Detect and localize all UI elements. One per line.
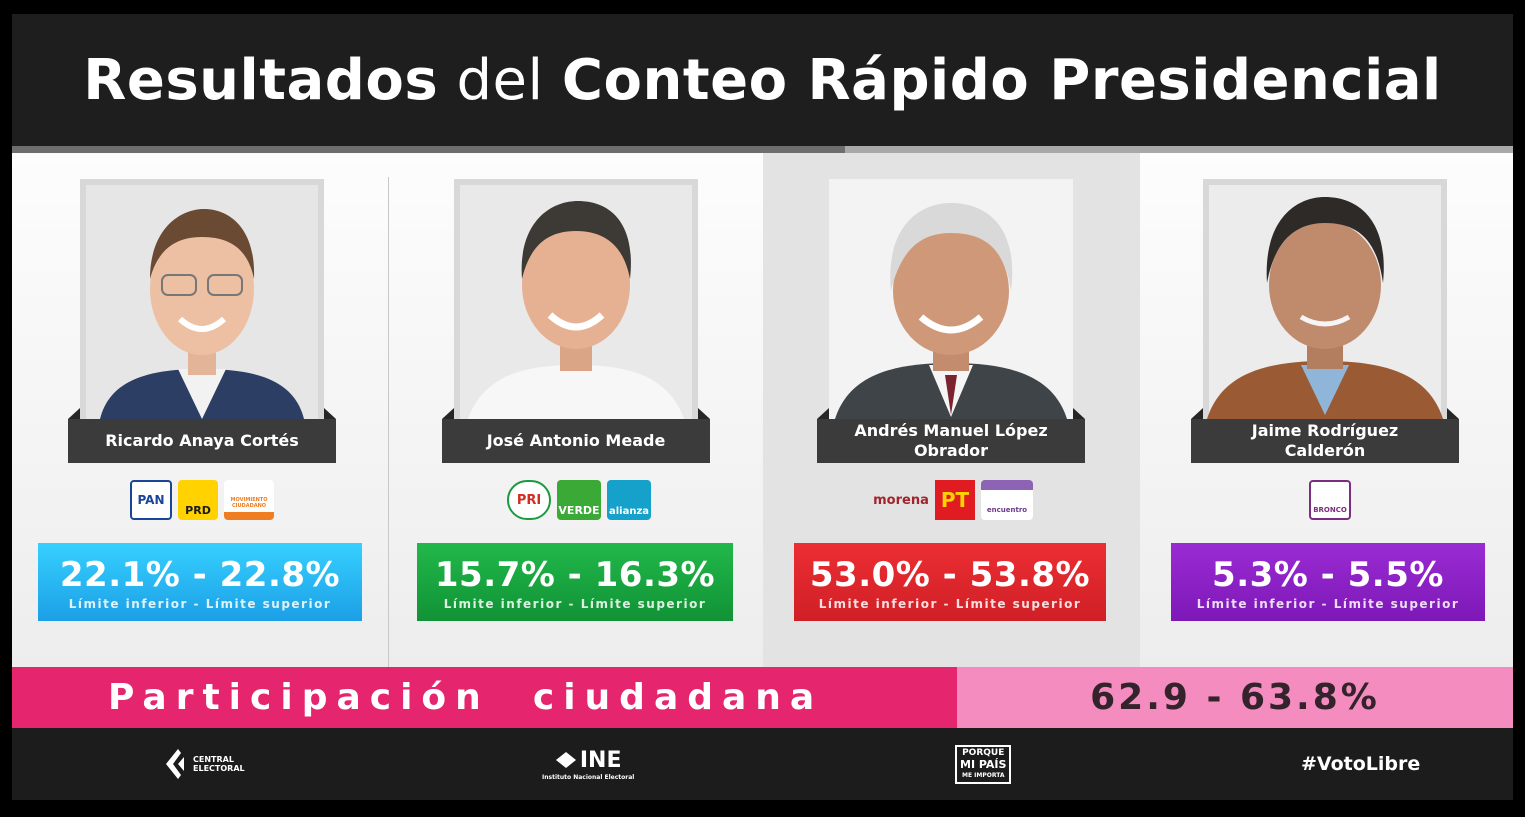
footer-bar: CENTRAL ELECTORAL INE Instituto Nacional…: [12, 728, 1513, 800]
party-logos: PRI VERDE alianza: [489, 479, 669, 521]
central-electoral-icon: [166, 749, 184, 779]
participation-value: 62.9 - 63.8%: [957, 667, 1513, 728]
candidate-card-meade: José Antonio Meade PRI VERDE alianza 15.…: [389, 153, 763, 667]
ine-subtext: Instituto Nacional Electoral: [542, 773, 635, 781]
party-logos: PAN PRD MOVIMIENTO CIUDADANO: [112, 479, 292, 521]
candidate-photo-meade: [454, 179, 698, 419]
ine-text: INE: [579, 747, 622, 773]
ine-logo: INE Instituto Nacional Electoral: [542, 728, 634, 800]
range-sublabel: Límite inferior - Límite superior: [1196, 597, 1460, 611]
candidate-name: Ricardo Anaya Cortés: [105, 431, 299, 450]
range-sublabel: Límite inferior - Límite superior: [818, 597, 1082, 611]
progress-fill: [12, 146, 846, 153]
candidate-name-box: Andrés Manuel López Obrador: [817, 408, 1085, 463]
candidate-photo-rodriguez: [1203, 179, 1447, 419]
title-part-results: Resultados: [83, 47, 439, 113]
header-bar: Resultados del Conteo Rápido Presidencia…: [12, 14, 1513, 146]
candidate-card-rodriguez: Jaime Rodríguez Calderón BRONCO 5.3% - 5…: [1140, 153, 1513, 667]
candidate-name: Jaime Rodríguez Calderón: [1251, 421, 1399, 460]
range-badge: 5.3% - 5.5% Límite inferior - Límite sup…: [1171, 543, 1485, 621]
morena-logo-icon: morena: [873, 492, 929, 508]
candidate-name-box: Ricardo Anaya Cortés: [68, 408, 336, 463]
candidate-card-amlo: Andrés Manuel López Obrador morena PT en…: [763, 153, 1140, 667]
porque-line2: MI PAÍS: [960, 757, 1007, 771]
candidate-name: Andrés Manuel López Obrador: [854, 421, 1048, 460]
progress-bar: [12, 146, 1513, 153]
candidate-name: José Antonio Meade: [486, 431, 666, 450]
porque-mi-pais-logo: PORQUE MI PAÍS ME IMPORTA: [955, 728, 1012, 800]
range-badge: 22.1% - 22.8% Límite inferior - Límite s…: [38, 543, 362, 621]
encuentro-social-logo-icon: encuentro: [981, 480, 1033, 520]
pan-logo-icon: PAN: [130, 480, 172, 520]
range-value: 15.7% - 16.3%: [434, 555, 716, 595]
participation-label: Participación ciudadana: [12, 667, 957, 728]
candidate-photo-amlo: [829, 179, 1073, 419]
prd-logo-icon: PRD: [178, 480, 218, 520]
page-title: Resultados del Conteo Rápido Presidencia…: [83, 48, 1442, 113]
range-sublabel: Límite inferior - Límite superior: [443, 597, 707, 611]
party-logos: morena PT encuentro: [853, 479, 1053, 521]
verde-logo-icon: VERDE: [557, 480, 601, 520]
pt-logo-icon: PT: [935, 480, 975, 520]
bronco-logo-icon: BRONCO: [1309, 480, 1351, 520]
hashtag-label: #VotoLibre: [1301, 753, 1421, 775]
candidates-panel: Ricardo Anaya Cortés PAN PRD MOVIMIENTO …: [12, 153, 1513, 667]
title-part-del: del: [456, 47, 544, 113]
infographic: Resultados del Conteo Rápido Presidencia…: [12, 14, 1513, 800]
party-logos: BRONCO: [1270, 479, 1390, 521]
central-electoral-text: CENTRAL ELECTORAL: [193, 755, 245, 773]
candidate-photo-anaya: [80, 179, 324, 419]
candidate-card-anaya: Ricardo Anaya Cortés PAN PRD MOVIMIENTO …: [12, 153, 388, 667]
candidate-name-box: José Antonio Meade: [442, 408, 710, 463]
range-badge: 53.0% - 53.8% Límite inferior - Límite s…: [794, 543, 1106, 621]
pri-logo-icon: PRI: [507, 480, 551, 520]
movimiento-ciudadano-logo-icon: MOVIMIENTO CIUDADANO: [224, 480, 274, 520]
range-value: 22.1% - 22.8%: [59, 555, 341, 595]
central-electoral-logo: CENTRAL ELECTORAL: [164, 728, 245, 800]
porque-line3: ME IMPORTA: [961, 771, 1005, 779]
porque-line1: PORQUE: [962, 747, 1005, 758]
title-part-quick-count: Conteo Rápido Presidencial: [561, 47, 1442, 113]
range-value: 53.0% - 53.8%: [809, 555, 1091, 595]
range-sublabel: Límite inferior - Límite superior: [68, 597, 332, 611]
range-badge: 15.7% - 16.3% Límite inferior - Límite s…: [417, 543, 733, 621]
candidate-name-box: Jaime Rodríguez Calderón: [1191, 408, 1459, 463]
ine-diamond-icon: [555, 752, 576, 768]
nueva-alianza-logo-icon: alianza: [607, 480, 651, 520]
participation-bar: Participación ciudadana 62.9 - 63.8%: [12, 667, 1513, 728]
divider: [388, 177, 389, 667]
range-value: 5.3% - 5.5%: [1212, 555, 1444, 595]
